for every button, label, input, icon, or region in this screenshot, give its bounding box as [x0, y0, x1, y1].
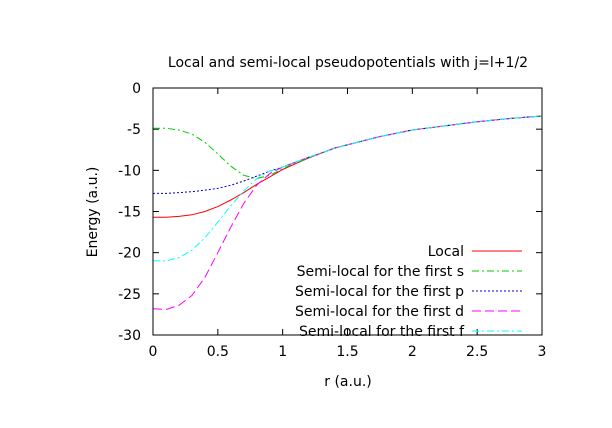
x-tick-label: 2.5	[466, 344, 488, 360]
x-tick-label: 0	[149, 344, 158, 360]
legend-label: Semi-local for the first d	[295, 304, 464, 320]
y-tick-label: -30	[118, 328, 141, 344]
chart-title: Local and semi-local pseudopotentials wi…	[168, 55, 528, 71]
legend-label: Semi-local for the first f	[299, 324, 465, 340]
x-tick-label: 0.5	[207, 344, 229, 360]
x-tick-label: 3	[538, 344, 547, 360]
y-tick-label: -5	[127, 122, 141, 138]
plot-frame	[152, 87, 543, 336]
y-tick-label: -10	[118, 163, 141, 179]
y-axis-label: Energy (a.u.)	[85, 167, 101, 258]
series-group	[152, 115, 543, 311]
x-axis-label: r (a.u.)	[324, 374, 371, 390]
x-tick-label: 1	[278, 344, 287, 360]
series-line	[153, 115, 543, 262]
legend-label: Semi-local for the first s	[297, 264, 464, 280]
series-line	[153, 115, 543, 218]
series-line	[153, 115, 543, 180]
legend-label: Local	[428, 244, 464, 260]
y-tick-label: -25	[118, 287, 141, 303]
y-tick-label: -20	[118, 246, 141, 262]
x-tick-label: 1.5	[336, 344, 358, 360]
series-line	[153, 115, 543, 194]
axis-ticks: 0 0.5 1 1.5 2 2.5 3 0 -5 -10 -15 -20 -25 -30	[118, 81, 546, 360]
x-tick-label: 2	[408, 344, 417, 360]
y-tick-label: 0	[132, 81, 141, 97]
y-tick-label: -15	[118, 205, 141, 221]
legend-label: Semi-local for the first p	[295, 284, 464, 300]
legend: Local Semi-local for the first s Semi-loca…	[295, 244, 522, 340]
